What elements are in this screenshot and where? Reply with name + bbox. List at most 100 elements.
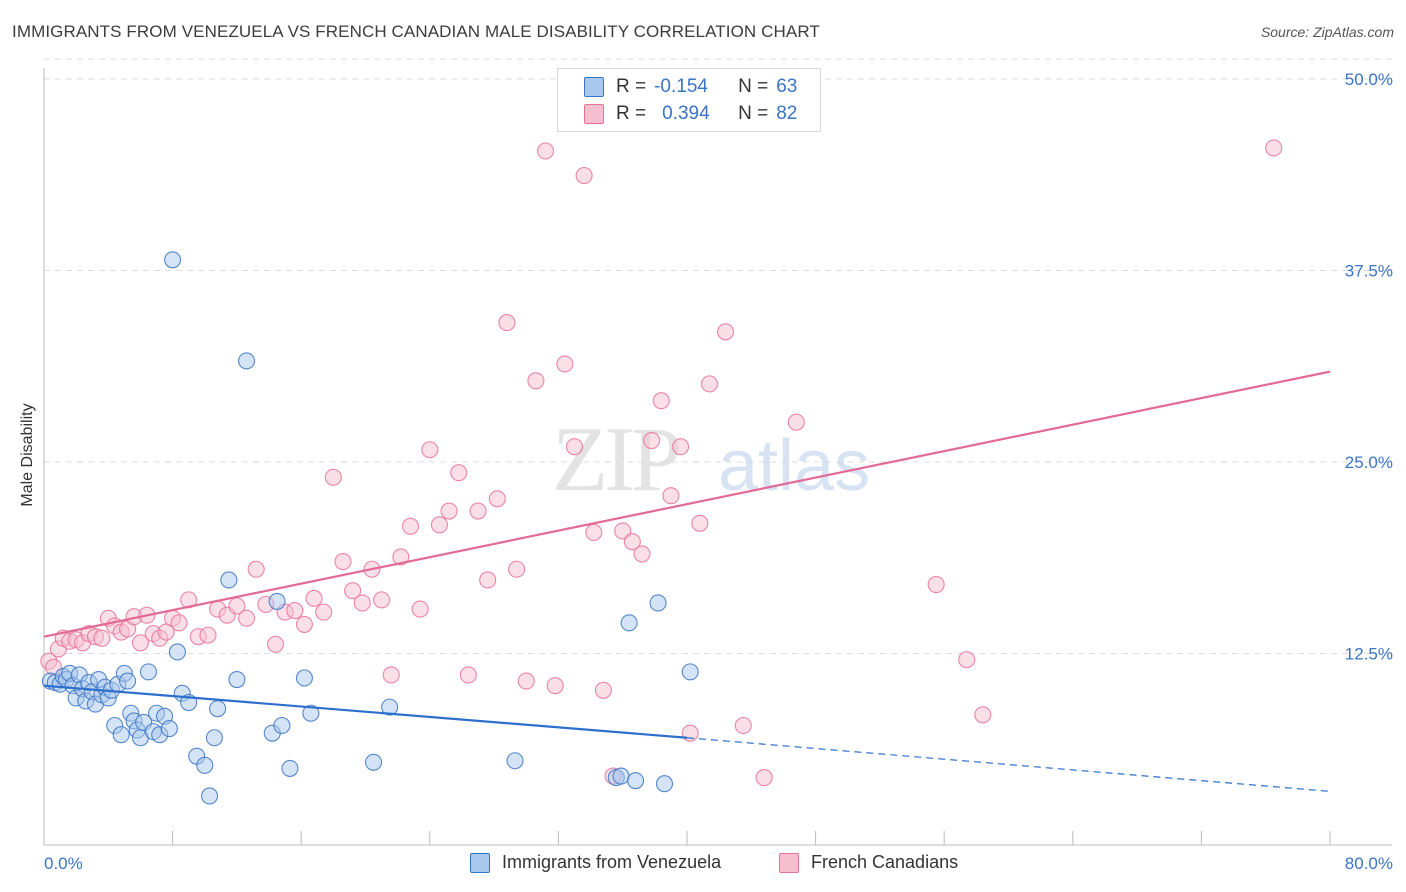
trend-line-venezuela-extrapolated: [686, 737, 1331, 792]
point-french-canadians: [373, 591, 391, 609]
point-french-canadians: [199, 626, 217, 644]
watermark-zip: ZIP: [552, 408, 679, 510]
pink-swatch: [584, 104, 604, 124]
point-french-canadians: [430, 516, 448, 534]
x-tick-label: 0.0%: [44, 854, 83, 873]
point-venezuela: [201, 787, 219, 805]
point-venezuela: [295, 669, 313, 687]
trend-lines: [43, 370, 1331, 792]
point-venezuela: [506, 752, 524, 770]
legend-label-venezuela: Immigrants from Venezuela: [502, 852, 722, 872]
point-french-canadians: [958, 651, 976, 669]
point-venezuela: [205, 729, 223, 747]
point-french-canadians: [614, 522, 632, 540]
r-label: R =: [616, 103, 647, 124]
point-french-canadians: [527, 372, 545, 390]
point-venezuela: [273, 716, 291, 735]
point-french-canadians: [382, 666, 400, 684]
point-venezuela: [649, 594, 667, 612]
point-venezuela: [281, 759, 299, 777]
n-label: N =: [738, 76, 769, 97]
point-french-canadians: [411, 600, 429, 618]
point-french-canadians: [565, 438, 584, 456]
series-legend: Immigrants from Venezuela French Canadia…: [0, 852, 1406, 876]
point-venezuela: [620, 614, 638, 632]
point-french-canadians: [1265, 139, 1283, 157]
point-french-canadians: [324, 468, 342, 486]
point-french-canadians: [421, 441, 439, 459]
point-french-canadians: [344, 582, 362, 600]
r-value: 0.394: [662, 103, 710, 124]
n-value: 82: [776, 103, 798, 124]
point-venezuela: [112, 726, 130, 744]
point-french-canadians: [623, 533, 641, 551]
point-french-canadians: [247, 560, 265, 578]
r-label: R =: [616, 76, 647, 97]
pink-swatch: [779, 852, 799, 873]
point-venezuela: [681, 663, 699, 681]
point-french-canadians: [334, 553, 352, 571]
point-french-canadians: [691, 514, 709, 532]
point-french-canadians: [315, 603, 333, 621]
legend-row-pink: R = 0.394 N = 82: [584, 102, 797, 126]
point-french-canadians: [755, 769, 773, 787]
point-venezuela: [627, 772, 645, 790]
trend-line-venezuela: [43, 684, 688, 739]
point-french-canadians: [286, 602, 304, 620]
blue-swatch: [470, 852, 490, 873]
point-french-canadians: [401, 517, 420, 535]
point-french-canadians: [662, 487, 680, 505]
r-value: -0.154: [654, 76, 708, 97]
point-french-canadians: [450, 464, 468, 482]
legend-item-venezuela[interactable]: Immigrants from Venezuela: [470, 852, 721, 873]
point-french-canadians: [556, 355, 574, 373]
point-french-canadians: [517, 672, 535, 690]
point-french-canadians: [643, 432, 661, 450]
blue-swatch: [584, 77, 604, 97]
point-venezuela: [168, 643, 186, 661]
y-tick-label: 12.5%: [1345, 645, 1393, 664]
point-french-canadians: [508, 560, 526, 578]
point-french-canadians: [974, 706, 992, 724]
point-french-canadians: [93, 629, 111, 647]
point-french-canadians: [717, 323, 735, 341]
legend-item-french-canadians[interactable]: French Canadians: [779, 852, 958, 873]
point-french-canadians: [594, 681, 612, 699]
point-french-canadians: [734, 716, 752, 735]
point-venezuela: [228, 670, 246, 689]
point-french-canadians: [672, 438, 690, 456]
y-tick-label: 50.0%: [1345, 70, 1393, 89]
point-venezuela: [364, 753, 383, 771]
correlation-legend: R = -0.154 N = 63 R = 0.394 N = 82: [557, 68, 821, 132]
y-tick-label: 25.0%: [1345, 453, 1393, 472]
point-venezuela: [119, 672, 137, 690]
point-french-canadians: [479, 571, 497, 589]
x-tick-label: 80.0%: [1345, 854, 1393, 873]
point-french-canadians: [469, 502, 487, 520]
point-french-canadians: [700, 375, 719, 393]
point-french-canadians: [170, 614, 188, 632]
point-french-canadians: [927, 576, 945, 594]
chart-title: IMMIGRANTS FROM VENEZUELA VS FRENCH CANA…: [12, 22, 820, 41]
point-venezuela: [164, 251, 182, 269]
tick-labels: 12.5% 25.0% 37.5% 50.0% 0.0% 80.0%: [44, 70, 1393, 873]
point-french-canadians: [585, 523, 603, 542]
watermark: ZIP atlas: [552, 408, 870, 510]
point-french-canadians: [131, 634, 149, 652]
point-french-canadians: [536, 142, 555, 160]
point-french-canadians: [295, 615, 313, 633]
point-french-canadians: [488, 490, 506, 508]
point-french-canadians: [633, 545, 651, 563]
point-french-canadians: [392, 548, 410, 566]
point-venezuela: [196, 756, 214, 774]
source-label: Source: ZipAtlas.com: [1260, 24, 1394, 40]
point-venezuela: [381, 698, 399, 716]
point-french-canadians: [787, 413, 805, 431]
point-french-canadians: [266, 635, 285, 653]
n-value: 63: [776, 76, 798, 97]
point-french-canadians: [353, 594, 371, 612]
y-tick-label: 37.5%: [1345, 262, 1393, 281]
axes: [43, 68, 1392, 846]
point-venezuela: [268, 592, 286, 610]
